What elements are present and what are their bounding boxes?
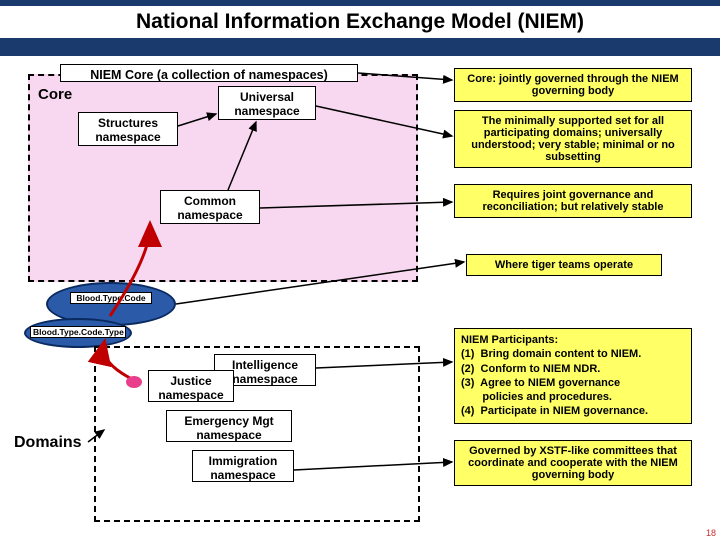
callout-participants: NIEM Participants: (1) Bring domain cont… [454,328,692,424]
bloodcode-box: Blood.Type.Code [70,292,152,304]
structures-box: Structures namespace [78,112,178,146]
common-box: Common namespace [160,190,260,224]
callout-participants-text: NIEM Participants: (1) Bring domain cont… [461,334,648,417]
core-label: Core [38,86,72,103]
core-header-box: NIEM Core (a collection of namespaces) [60,64,358,82]
bloodcodetype-box: Blood.Type.Code.Type [30,326,126,338]
emergency-box: Emergency Mgt namespace [166,410,292,442]
diagram-stage: NIEM Core (a collection of namespaces) C… [0,56,720,540]
callout-tiger: Where tiger teams operate [466,254,662,276]
callout-universal: The minimally supported set for all part… [454,110,692,168]
domains-label: Domains [14,434,82,452]
universal-box: Universal namespace [218,86,316,120]
callout-core-gov: Core: jointly governed through the NIEM … [454,68,692,102]
page-title: National Information Exchange Model (NIE… [0,6,720,38]
callout-xstf: Governed by XSTF-like committees that co… [454,440,692,486]
justice-box: Justice namespace [148,370,234,402]
page-number: 18 [706,528,716,538]
immigration-box: Immigration namespace [192,450,294,482]
callout-common: Requires joint governance and reconcilia… [454,184,692,218]
pink-dot-icon [126,376,142,388]
